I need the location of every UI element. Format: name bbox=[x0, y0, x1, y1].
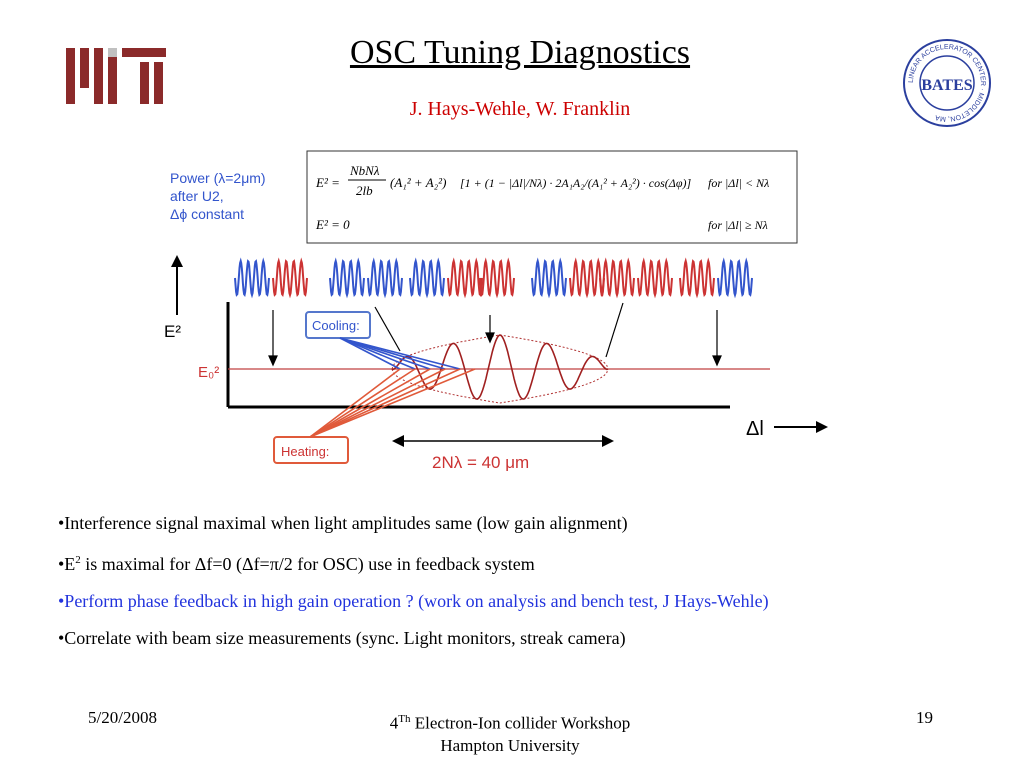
power-label-line1: Power (λ=2μm) bbox=[170, 170, 266, 186]
cooling-box bbox=[305, 311, 371, 339]
bullet-1: •Interference signal maximal when light … bbox=[58, 513, 628, 533]
formula-bracket: [1 + (1 − |Δl|/Nλ) · 2A₁A₂/(A₁² + A₂²) ·… bbox=[460, 176, 691, 190]
wave-packet-red bbox=[569, 257, 605, 299]
bullet-3: •Perform phase feedback in high gain ope… bbox=[58, 591, 769, 611]
wave-packet-blue bbox=[234, 257, 270, 299]
wave-packet-red bbox=[599, 257, 635, 299]
wave-packet-red bbox=[679, 257, 715, 299]
formula-box bbox=[306, 150, 798, 244]
bullet-4: •Correlate with beam size measurements (… bbox=[58, 628, 626, 648]
wave-packet-blue bbox=[531, 257, 567, 299]
bullet-2: •E2 is maximal for Δf=0 (Δf=π/2 for OSC)… bbox=[58, 554, 535, 574]
cooling-label: Cooling: bbox=[312, 318, 360, 333]
wave-packet-blue bbox=[409, 257, 445, 299]
power-label-line3: Δϕ constant bbox=[170, 206, 244, 222]
wave-packet-red bbox=[479, 257, 515, 299]
slide-authors: J. Hays-Wehle, W. Franklin bbox=[409, 98, 631, 120]
osc-diagram: Power (λ=2μm) after U2, Δϕ constant E² =… bbox=[164, 150, 828, 472]
formula-frac1-den: 2lb bbox=[356, 183, 373, 198]
wave-packet-red bbox=[272, 257, 308, 299]
heating-label: Heating: bbox=[281, 444, 329, 459]
bullet-list: •Interference signal maximal when light … bbox=[58, 512, 998, 664]
wave-packet-blue bbox=[717, 257, 753, 299]
power-label-line2: after U2, bbox=[170, 188, 224, 204]
footer-event: 4Th Electron-Ion collider Workshop Hampt… bbox=[389, 713, 631, 755]
formula-eq1-lhs: E² = bbox=[315, 175, 340, 190]
footer-page-number: 19 bbox=[916, 708, 933, 727]
bates-seal-icon: LINEAR ACCELERATOR CENTER · MIDDLETON, M… bbox=[903, 39, 991, 127]
span-label: 2Nλ = 40 μm bbox=[432, 453, 529, 472]
wave-packet-blue bbox=[329, 257, 365, 299]
e2-axis-label: E² bbox=[164, 322, 181, 341]
wave-packet-red bbox=[447, 257, 483, 299]
dl-axis-label: Δl bbox=[746, 418, 764, 440]
mit-logo bbox=[66, 48, 166, 104]
formula-frac1-num: NbNλ bbox=[349, 163, 380, 178]
wave-packet-red bbox=[637, 257, 673, 299]
seal-center-text: BATES bbox=[921, 77, 972, 94]
formula-amp-sum: (A₁² + A₂²) bbox=[390, 175, 446, 190]
slide-title: OSC Tuning Diagnostics bbox=[349, 34, 691, 71]
formula-eq1-cond: for |Δl| < Nλ bbox=[708, 176, 769, 190]
wave-packet-blue bbox=[367, 257, 403, 299]
formula-eq2-lhs: E² = 0 bbox=[315, 217, 350, 232]
wave-packets bbox=[234, 257, 753, 299]
formula-eq2-cond: for |Δl| ≥ Nλ bbox=[708, 218, 768, 232]
e0-level-label: E₀² bbox=[198, 364, 219, 381]
footer-date: 5/20/2008 bbox=[88, 708, 157, 727]
